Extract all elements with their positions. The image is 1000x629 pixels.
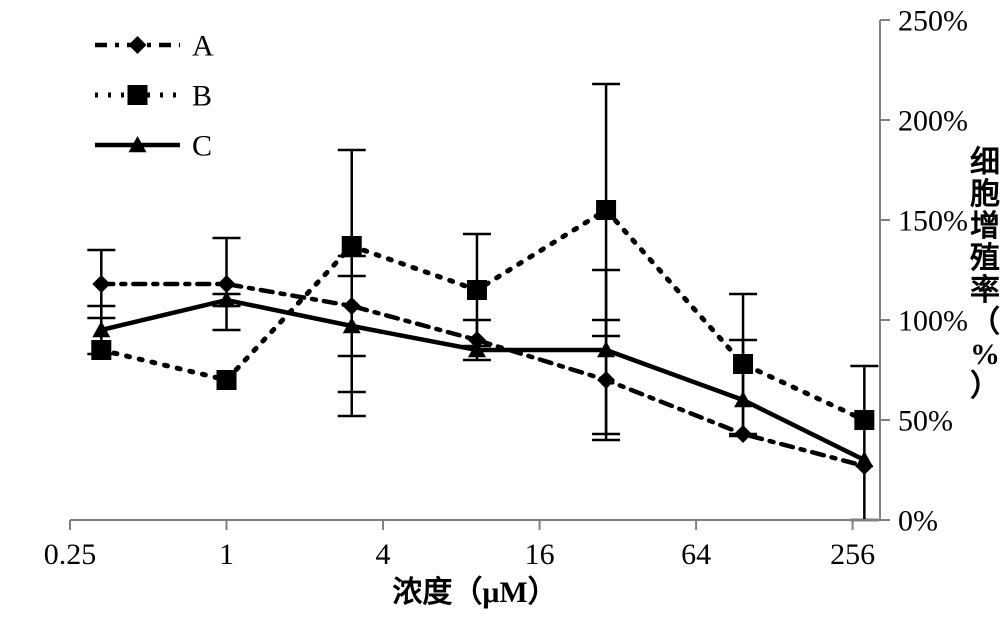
svg-text:0%: 0%: [898, 505, 938, 538]
svg-text:B: B: [192, 80, 212, 113]
svg-text:殖: 殖: [970, 242, 1000, 275]
svg-text:200%: 200%: [898, 105, 968, 138]
svg-text:0.25: 0.25: [44, 538, 97, 571]
chart-container: 0.25 1 4 16 64 256 0% 50% 100% 150% 200% 250% 浓度（μM）…: [0, 0, 1000, 629]
svg-text:64: 64: [681, 538, 711, 571]
svg-text:率: 率: [970, 274, 1000, 307]
svg-text:增: 增: [970, 210, 1000, 243]
svg-text:150%: 150%: [898, 205, 968, 238]
svg-text:A: A: [192, 30, 214, 63]
svg-text:1: 1: [219, 538, 234, 571]
svg-text:250%: 250%: [898, 5, 968, 38]
svg-text:%: %: [970, 338, 1000, 371]
line-chart: 0.25 1 4 16 64 256 0% 50% 100% 150% 200% 250% 浓度（μM）…: [0, 0, 1000, 629]
svg-text:256: 256: [830, 538, 875, 571]
svg-text:浓度（μM）: 浓度（μM）: [392, 575, 557, 609]
svg-text:16: 16: [525, 538, 555, 571]
svg-text:）: ）: [970, 369, 1000, 403]
svg-text:50%: 50%: [898, 405, 953, 438]
svg-text:100%: 100%: [898, 305, 968, 338]
svg-text:细: 细: [970, 146, 1000, 179]
svg-text:（: （: [970, 305, 1000, 339]
svg-text:C: C: [192, 130, 212, 163]
svg-text:胞: 胞: [970, 178, 1000, 211]
svg-text:4: 4: [376, 538, 391, 571]
